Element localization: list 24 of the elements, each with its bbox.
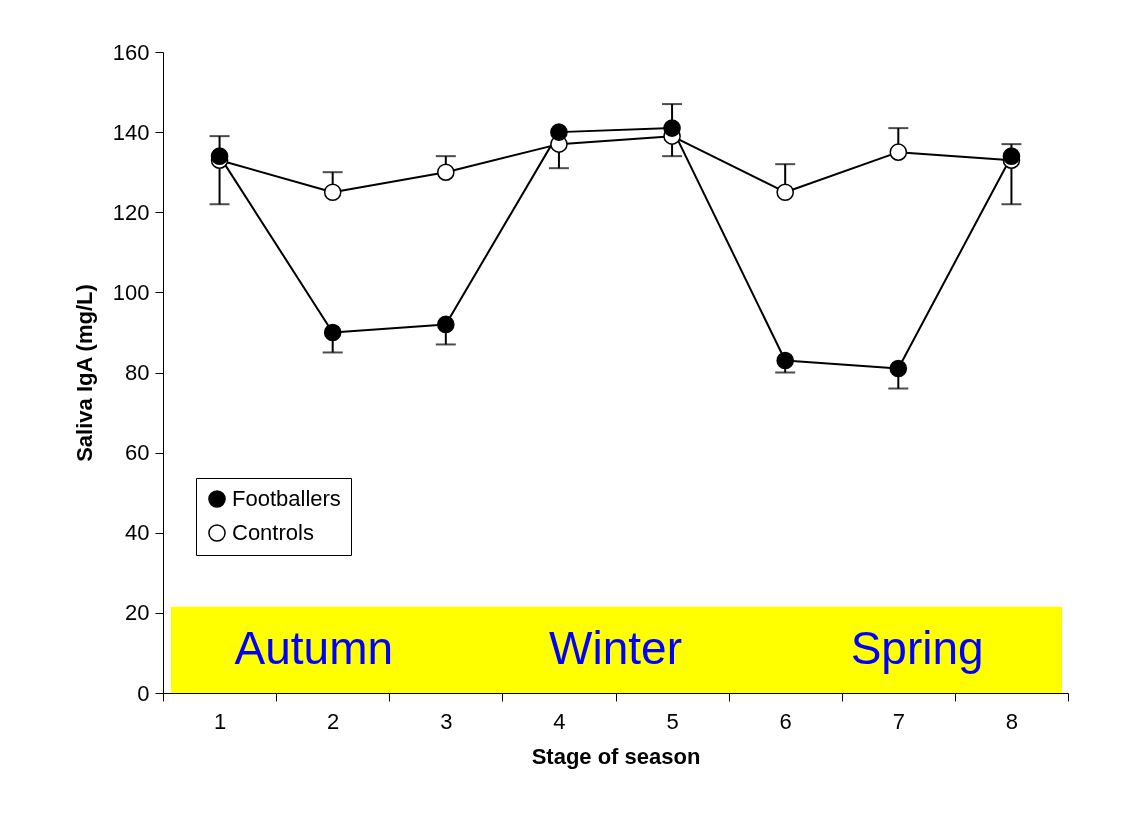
annotation: Spring — [850, 621, 984, 674]
y-tick-label: 60 — [125, 440, 150, 466]
y-tick-label: 80 — [125, 360, 150, 385]
x-axis-title: Stage of season — [531, 743, 701, 769]
x-tick-label: 2 — [327, 708, 340, 734]
y-tick-label: 20 — [125, 600, 150, 626]
y-tick-label: 140 — [112, 119, 150, 145]
annotation: Autumn — [234, 621, 394, 674]
annotation: Winter — [549, 621, 682, 674]
y-tick-label: 120 — [112, 199, 150, 225]
legend-label: Controls — [232, 520, 314, 545]
x-tick-label: 5 — [666, 708, 679, 734]
x-tick-label: 4 — [553, 708, 566, 734]
y-tick-label: 100 — [112, 279, 150, 305]
y-axis-title: Saliva IgA (mg/L) — [71, 284, 97, 462]
y-tick-label: 0 — [137, 680, 150, 706]
x-tick-label: 1 — [213, 708, 227, 734]
legend-label: Footballers — [232, 486, 341, 511]
y-tick-label: 40 — [125, 520, 150, 546]
x-tick-label: 7 — [892, 708, 905, 734]
x-tick-label: 8 — [1005, 708, 1019, 734]
x-tick-label: 3 — [440, 708, 453, 734]
x-tick-label: 6 — [779, 708, 792, 734]
y-tick-label: 160 — [112, 39, 150, 65]
